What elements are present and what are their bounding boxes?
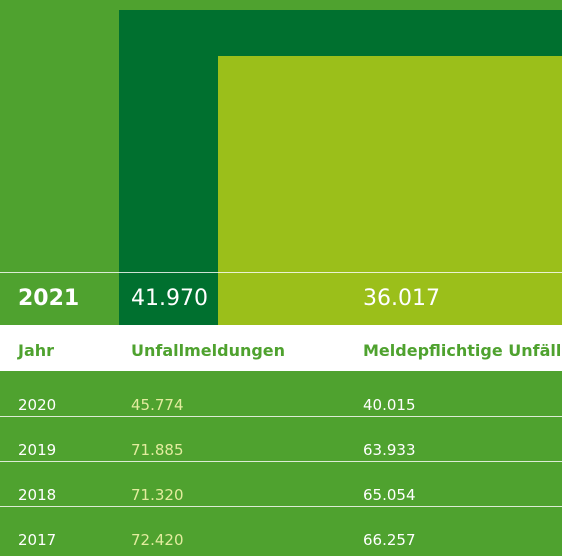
table-cell: 2019 <box>18 441 57 459</box>
highlight-meldepflichtige: 36.017 <box>363 286 440 311</box>
table-cell: 71.320 <box>131 486 184 504</box>
header-cell: Meldepflichtige Unfälle <box>363 341 562 360</box>
table-header <box>0 325 562 371</box>
table-cell: 40.015 <box>363 396 416 414</box>
table-cell: 2020 <box>18 396 57 414</box>
square-meldepflichtige <box>218 56 562 325</box>
row-divider <box>0 461 562 462</box>
highlight-unfallmeldungen: 41.970 <box>131 286 208 311</box>
table-cell: 72.420 <box>131 531 184 549</box>
table-cell: 71.885 <box>131 441 184 459</box>
table-cell: 2017 <box>18 531 57 549</box>
header-cell: Unfallmeldungen <box>131 341 286 360</box>
table-cell: 65.054 <box>363 486 416 504</box>
table-cell: 63.933 <box>363 441 416 459</box>
table-cell: 2018 <box>18 486 57 504</box>
row-divider <box>0 416 562 417</box>
row-divider <box>0 506 562 507</box>
header-cell: Jahr <box>18 341 55 360</box>
highlight-year: 2021 <box>18 286 80 311</box>
divider <box>0 272 562 273</box>
table-cell: 66.257 <box>363 531 416 549</box>
table-cell: 45.774 <box>131 396 184 414</box>
